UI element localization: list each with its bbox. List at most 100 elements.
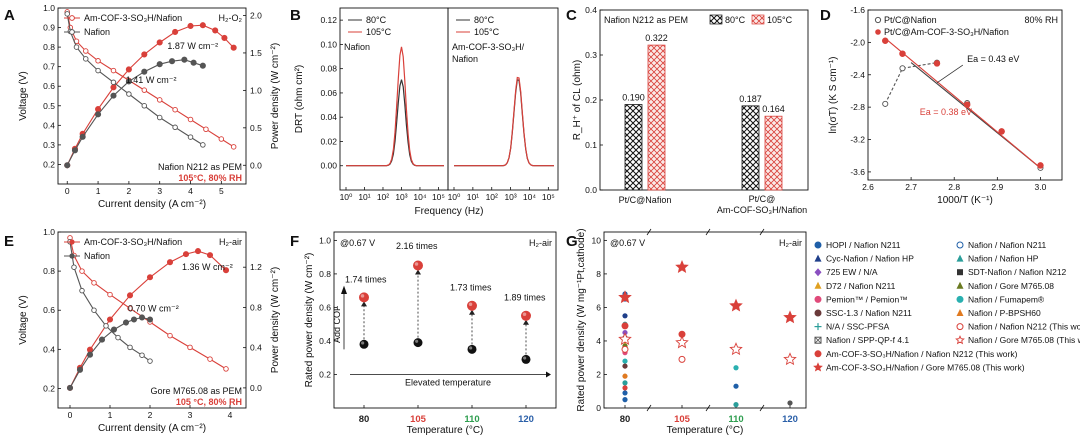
- this-work-circle: [678, 355, 686, 363]
- legend-marker: [956, 254, 964, 262]
- x-tick-label: 10³: [504, 192, 516, 202]
- legend-marker: [69, 239, 75, 245]
- pem-label: Nafion N212 as PEM: [158, 162, 242, 172]
- axis-break: [759, 228, 765, 236]
- series-point-1: [156, 39, 163, 46]
- y-tick-label: 0.5: [43, 101, 55, 111]
- this-work-star: [618, 332, 632, 346]
- series-point-2: [126, 91, 132, 97]
- legend-label: 80°C: [366, 15, 387, 25]
- subpanel-label: Nafion: [452, 54, 478, 64]
- am-cof-point: [998, 128, 1005, 135]
- legend-label: Am-COF-3-SO₃H/Nafion / Nafion N212 (This…: [826, 349, 1018, 359]
- literature-point: [622, 397, 628, 403]
- legend-swatch: [751, 14, 765, 25]
- series-point-3: [95, 111, 102, 118]
- series-point-2: [103, 323, 109, 329]
- literature-point: [622, 373, 628, 379]
- legend-label: Am-COF-3-SO₃H/Nafion: [84, 13, 182, 23]
- series-point-2: [147, 358, 153, 364]
- y2-tick-label: 0.0: [250, 160, 262, 170]
- x-tick-label: 4: [188, 186, 193, 196]
- am-cof-ball: [413, 260, 423, 271]
- x-tick-label: 10⁰: [448, 192, 461, 202]
- this-work-star: [729, 298, 743, 312]
- condition-label: H₂-air: [529, 238, 552, 248]
- legend-label: 105°C: [767, 15, 793, 25]
- y-axis-title: Rated power density (W mg⁻¹Pt,cathode): [576, 228, 587, 411]
- this-work-star: [675, 260, 689, 274]
- am-cof-ball: [467, 300, 477, 311]
- y-tick-label: 0.4: [585, 5, 597, 15]
- x-tick-label: 110: [464, 414, 479, 425]
- series-point-1: [95, 106, 102, 113]
- y-tick-label: 0.2: [43, 159, 55, 169]
- condition-label: H₂-O₂: [219, 13, 243, 23]
- y2-tick-label: 2.0: [250, 10, 262, 20]
- panel-e-frame: [57, 231, 247, 409]
- series-point-1: [187, 22, 194, 30]
- legend-label: Nafion / SPP-QP-f 4.1: [826, 335, 909, 345]
- series-point-2: [64, 11, 70, 17]
- legend-marker: [69, 29, 75, 35]
- legend-marker: [814, 350, 822, 358]
- legend-label: Nafion / Nafion N211: [968, 240, 1047, 250]
- y-tick-label: 0.10: [320, 39, 337, 49]
- series-point-0: [79, 268, 85, 274]
- drt-curve-0: [454, 79, 554, 167]
- legend-marker: [955, 335, 965, 345]
- y-axis-title: ln(σT) (K S cm⁻¹): [828, 57, 839, 134]
- y-tick-label: 0: [596, 403, 601, 413]
- series-point-1: [199, 22, 206, 29]
- y-tick-label: 0.7: [43, 62, 55, 72]
- series-point-0: [187, 344, 193, 351]
- y-tick-label: 0.08: [320, 64, 337, 74]
- panel-letter: F: [290, 233, 299, 250]
- nafion-dash: [884, 62, 938, 105]
- series-point-2: [141, 103, 148, 109]
- y-axis-title: R_H⁺ of CL (ohm): [572, 60, 583, 140]
- bar: [764, 115, 783, 191]
- legend-marker: [874, 16, 882, 24]
- y-tick-label: 8: [596, 269, 601, 279]
- bar-value-label: 0.322: [645, 33, 668, 43]
- legend-label: Nafion / P-BPSH60: [968, 308, 1041, 318]
- y2-tick-label: 0.8: [250, 302, 262, 312]
- series-point-0: [91, 280, 97, 286]
- note-label: @0.67 V: [340, 238, 375, 248]
- literature-point: [733, 402, 739, 408]
- am-cof-ball-shine: [360, 294, 365, 298]
- legend-marker: [956, 295, 964, 303]
- series-point-2: [156, 114, 163, 121]
- am-cof-point: [881, 37, 889, 45]
- y-tick-label: 0.8: [319, 269, 331, 279]
- x-axis-title: Temperature (°C): [667, 425, 744, 436]
- legend-marker: [813, 362, 823, 372]
- y2-tick-label: 0.5: [250, 123, 262, 133]
- literature-point: [733, 383, 739, 389]
- legend-label: SDT-Nafion / Nafion N212: [968, 267, 1067, 277]
- x-tick-label: 10²: [486, 192, 498, 202]
- series-point-3: [110, 326, 118, 333]
- y2-tick-label: 1.5: [250, 48, 262, 58]
- legend-label: Nafion / Gore M765.08: [968, 281, 1054, 291]
- y-tick-label: -1.6: [850, 5, 865, 15]
- y-tick-label: 0.4: [319, 336, 331, 346]
- y-tick-label: 0.6: [319, 302, 331, 312]
- series-point-3: [190, 59, 197, 66]
- series-point-0: [223, 366, 229, 372]
- x-tick-label: 3.0: [1035, 182, 1047, 192]
- literature-point: [622, 390, 628, 396]
- x-tick-label: 10³: [395, 192, 407, 202]
- x-tick-label: 10⁵: [432, 192, 445, 202]
- x-tick-label: 10⁴: [413, 192, 426, 202]
- x-tick-label: 10⁴: [523, 192, 536, 202]
- chart-title: Nafion N212 as PEM: [604, 15, 688, 25]
- series-point-1: [125, 66, 132, 73]
- legend-label: HOPI / Nafion N211: [826, 240, 901, 250]
- panel-letter: B: [290, 7, 301, 24]
- add-cof-label: Add COF: [332, 305, 342, 343]
- legend-label: 105°C: [366, 27, 392, 37]
- drt-curve-1: [454, 76, 554, 167]
- series-point-3: [98, 336, 106, 343]
